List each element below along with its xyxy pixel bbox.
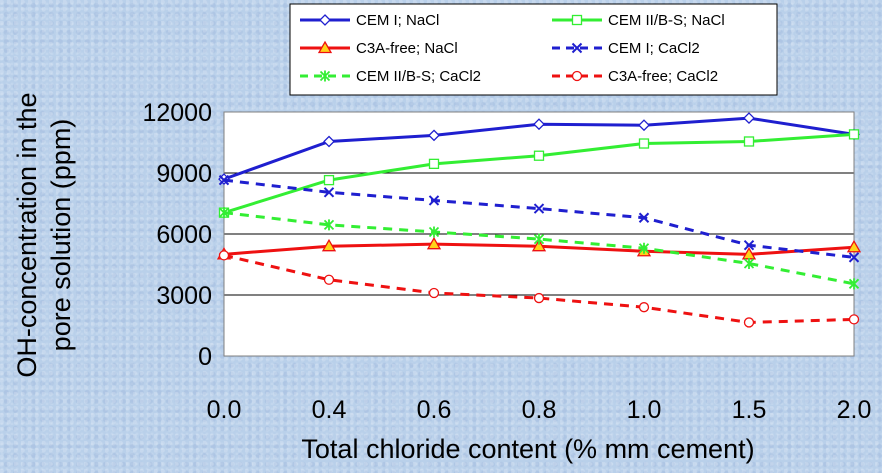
data-point (428, 195, 440, 206)
data-point (428, 129, 440, 142)
legend-label: CEM I; CaCl2 (608, 40, 700, 57)
y-tick-label: 6000 (156, 221, 212, 249)
legend-item: CEM II/B-S; NaCl (552, 12, 725, 29)
series-6 (218, 250, 860, 328)
data-point (321, 238, 337, 252)
legend-marker (317, 40, 333, 54)
legend-marker (319, 14, 331, 26)
series-layer (216, 112, 862, 328)
y-tick-label: 3000 (156, 282, 212, 310)
x-tick-labels: 0.0 0.4 0.6 0.8 1.0 1.5 2.0 (207, 396, 872, 424)
data-point (743, 239, 755, 251)
x-tick-label: 0.4 (312, 396, 347, 424)
data-point (428, 287, 440, 299)
data-point (323, 174, 335, 186)
data-point (426, 236, 442, 250)
legend-label: C3A-free; CaCl2 (608, 68, 718, 85)
data-point (533, 118, 545, 131)
data-point (428, 226, 440, 238)
data-point (323, 135, 335, 148)
data-point (638, 138, 650, 149)
data-point (743, 136, 755, 147)
x-tick-label: 1.0 (627, 396, 662, 424)
data-point (638, 212, 650, 223)
y-tick-label: 12000 (142, 99, 212, 127)
legend-label: CEM II/B-S; NaCl (608, 12, 725, 29)
legend-item: C3A-free; CaCl2 (552, 68, 718, 85)
y-axis-title-line1: OH-concentration in the (12, 92, 42, 377)
legend-marker (571, 14, 583, 26)
x-tick-label: 0.6 (417, 396, 452, 424)
legend-item: CEM I; CaCl2 (552, 40, 700, 57)
data-point (638, 119, 650, 132)
legend-label: CEM I; NaCl (356, 12, 439, 29)
legend-item: C3A-free; NaCl (300, 40, 458, 57)
data-point (323, 187, 335, 198)
y-tick-label: 0 (198, 343, 212, 371)
legend-marker (571, 42, 583, 54)
data-point (638, 302, 650, 313)
series-3 (216, 236, 862, 260)
x-tick-label: 0.0 (207, 396, 242, 424)
y-tick-labels: 0 3000 6000 9000 12000 (142, 99, 212, 371)
data-point (743, 317, 755, 328)
data-point (218, 250, 230, 261)
x-tick-label: 0.8 (522, 396, 557, 424)
series-5 (218, 207, 860, 290)
data-point (428, 158, 440, 170)
legend-label: C3A-free; NaCl (356, 40, 458, 57)
data-point (533, 233, 545, 245)
legend-item: CEM I; NaCl (300, 12, 439, 29)
data-point (533, 292, 545, 304)
x-axis-title: Total chloride content (% mm cement) (301, 434, 754, 464)
legend: CEM I; NaCl CEM II/B-S; NaCl C3A-free; NaC… (289, 3, 778, 96)
data-point (531, 238, 547, 252)
data-point (638, 242, 650, 254)
data-point (848, 278, 860, 290)
data-point (848, 129, 860, 140)
data-point (533, 150, 545, 161)
legend-marker (319, 70, 331, 82)
data-point (743, 257, 755, 269)
series-4 (218, 174, 860, 263)
y-tick-label: 9000 (156, 160, 212, 188)
data-point (218, 207, 230, 219)
data-point (323, 219, 335, 231)
x-tick-label: 2.0 (837, 396, 872, 424)
legend-item: CEM II/B-S; CaCl2 (300, 68, 481, 85)
legend-label: CEM II/B-S; CaCl2 (356, 68, 481, 85)
x-tick-label: 1.5 (732, 396, 767, 424)
legend-marker (571, 70, 583, 82)
data-point (848, 314, 860, 325)
data-point (218, 174, 230, 186)
data-point (323, 274, 335, 285)
data-point (848, 252, 860, 263)
legend-box (289, 3, 778, 96)
data-point (846, 239, 862, 253)
y-axis-title-line2: pore solution (ppm) (46, 119, 76, 352)
plot-border (223, 111, 855, 357)
data-point (743, 112, 755, 125)
data-point (533, 203, 545, 214)
